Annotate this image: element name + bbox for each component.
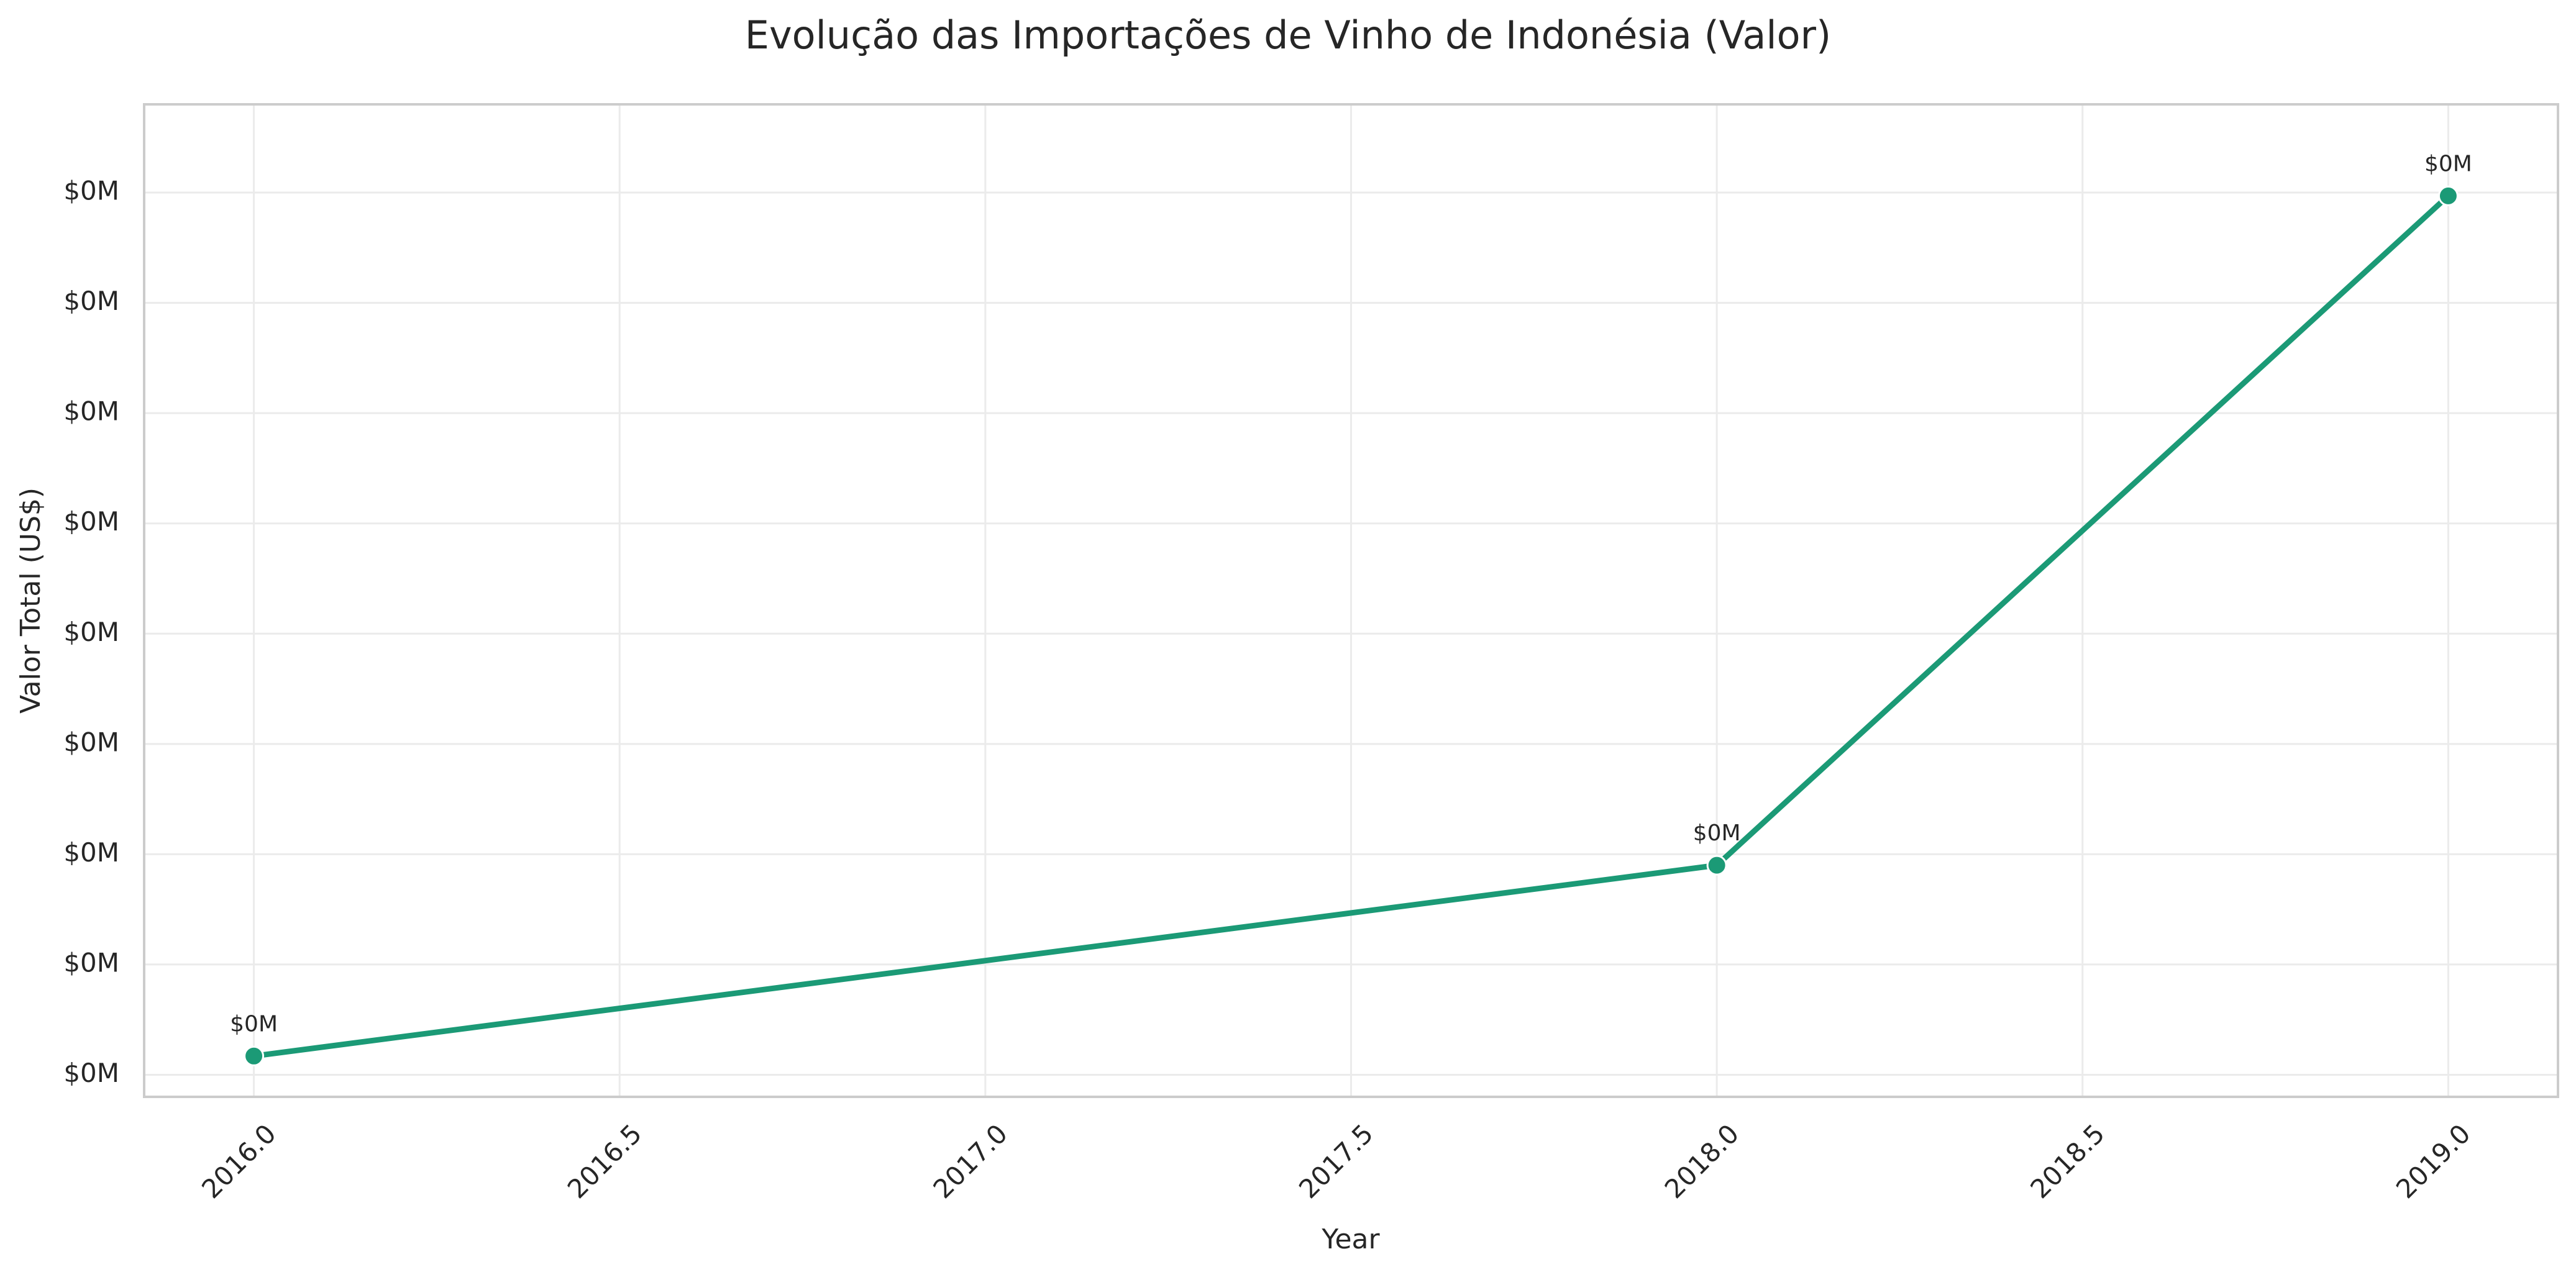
data-label: $0M [230, 1011, 278, 1037]
y-axis-ticks: $0M $0M $0M $0M $0M $0M $0M $0M $0M [63, 176, 119, 1088]
data-point [1706, 855, 1727, 876]
y-tick-label: $0M [63, 396, 119, 427]
y-tick-label: $0M [63, 286, 119, 316]
data-point [244, 1045, 265, 1066]
y-tick-label: $0M [63, 176, 119, 206]
y-axis-label: Valor Total (US$) [15, 488, 47, 714]
y-tick-label: $0M [63, 837, 119, 868]
chart-title: Evolução das Importações de Vinho de Ind… [745, 12, 1831, 58]
y-tick-label: $0M [63, 947, 119, 978]
x-axis-label: Year [1321, 1224, 1380, 1255]
y-tick-label: $0M [63, 1058, 119, 1088]
series-layer: $0M $0M $0M [230, 151, 2472, 1066]
y-tick-label: $0M [63, 506, 119, 537]
data-label: $0M [2424, 151, 2472, 176]
plot-frame [143, 103, 2559, 1098]
y-tick-label: $0M [63, 727, 119, 757]
grid [144, 104, 2558, 1097]
y-tick-label: $0M [63, 617, 119, 647]
data-point [2437, 185, 2459, 206]
data-label: $0M [1693, 820, 1741, 846]
